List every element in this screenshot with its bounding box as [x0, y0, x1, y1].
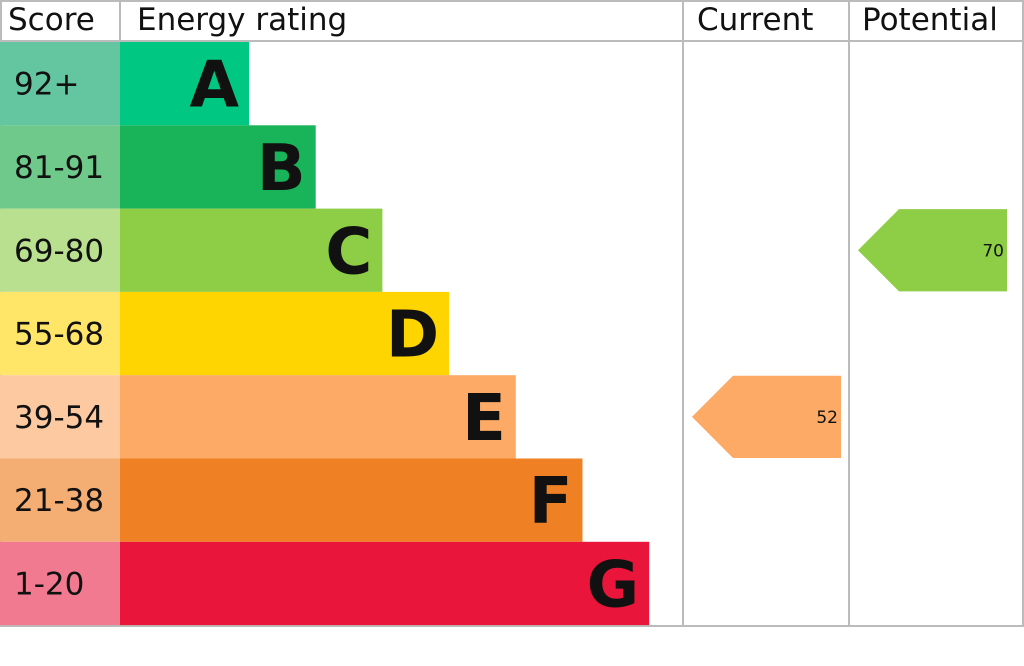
potential-rating-arrow-shape — [858, 209, 1007, 292]
score-label: 1-20 — [14, 566, 84, 602]
current-rating-arrow-value: 52 — [816, 408, 838, 428]
score-cell — [0, 541, 120, 626]
score-label: 69-80 — [14, 233, 104, 269]
score-label: 39-54 — [14, 400, 104, 436]
rating-bar — [120, 42, 249, 126]
rating-bar — [120, 375, 516, 459]
band-row-e: 39-54 E — [0, 375, 516, 459]
band-row-b: 81-91 B — [0, 125, 316, 209]
rating-bar — [120, 291, 450, 376]
rating-letter: D — [386, 299, 439, 373]
header-potential: Potential — [862, 2, 998, 38]
potential-rating-arrow-value: 70 — [982, 241, 1004, 261]
score-label: 81-91 — [14, 150, 104, 186]
rating-bar — [120, 541, 650, 626]
score-label: 55-68 — [14, 317, 104, 353]
score-cell — [0, 458, 120, 542]
band-row-c: 69-80 C — [0, 208, 383, 292]
score-cell — [0, 208, 120, 292]
rating-letter: E — [462, 382, 506, 456]
header-energy-rating: Energy rating — [137, 2, 347, 38]
header-score: Score — [8, 2, 95, 38]
rating-letter: F — [529, 465, 573, 539]
band-row-d: 55-68 D — [0, 291, 450, 376]
score-label: 92+ — [14, 67, 79, 103]
current-rating-arrow: 52 — [692, 375, 841, 458]
score-label: 21-38 — [14, 483, 104, 519]
rating-letter: G — [587, 548, 640, 622]
score-cell — [0, 291, 120, 376]
rating-bar — [120, 125, 316, 209]
band-row-a: 92+ A — [0, 42, 249, 126]
score-cell — [0, 375, 120, 459]
rating-letter: C — [325, 215, 372, 289]
current-rating-arrow-shape — [692, 375, 841, 458]
header-current: Current — [697, 2, 813, 38]
rating-letter: A — [189, 49, 239, 123]
potential-rating-arrow: 70 — [858, 209, 1007, 292]
band-row-f: 21-38 F — [0, 458, 583, 542]
score-cell — [0, 125, 120, 209]
band-row-g: 1-20 G — [0, 541, 650, 626]
rating-letter: B — [257, 132, 306, 206]
rating-bar — [120, 208, 383, 292]
rating-bar — [120, 458, 583, 542]
score-cell — [0, 42, 120, 126]
